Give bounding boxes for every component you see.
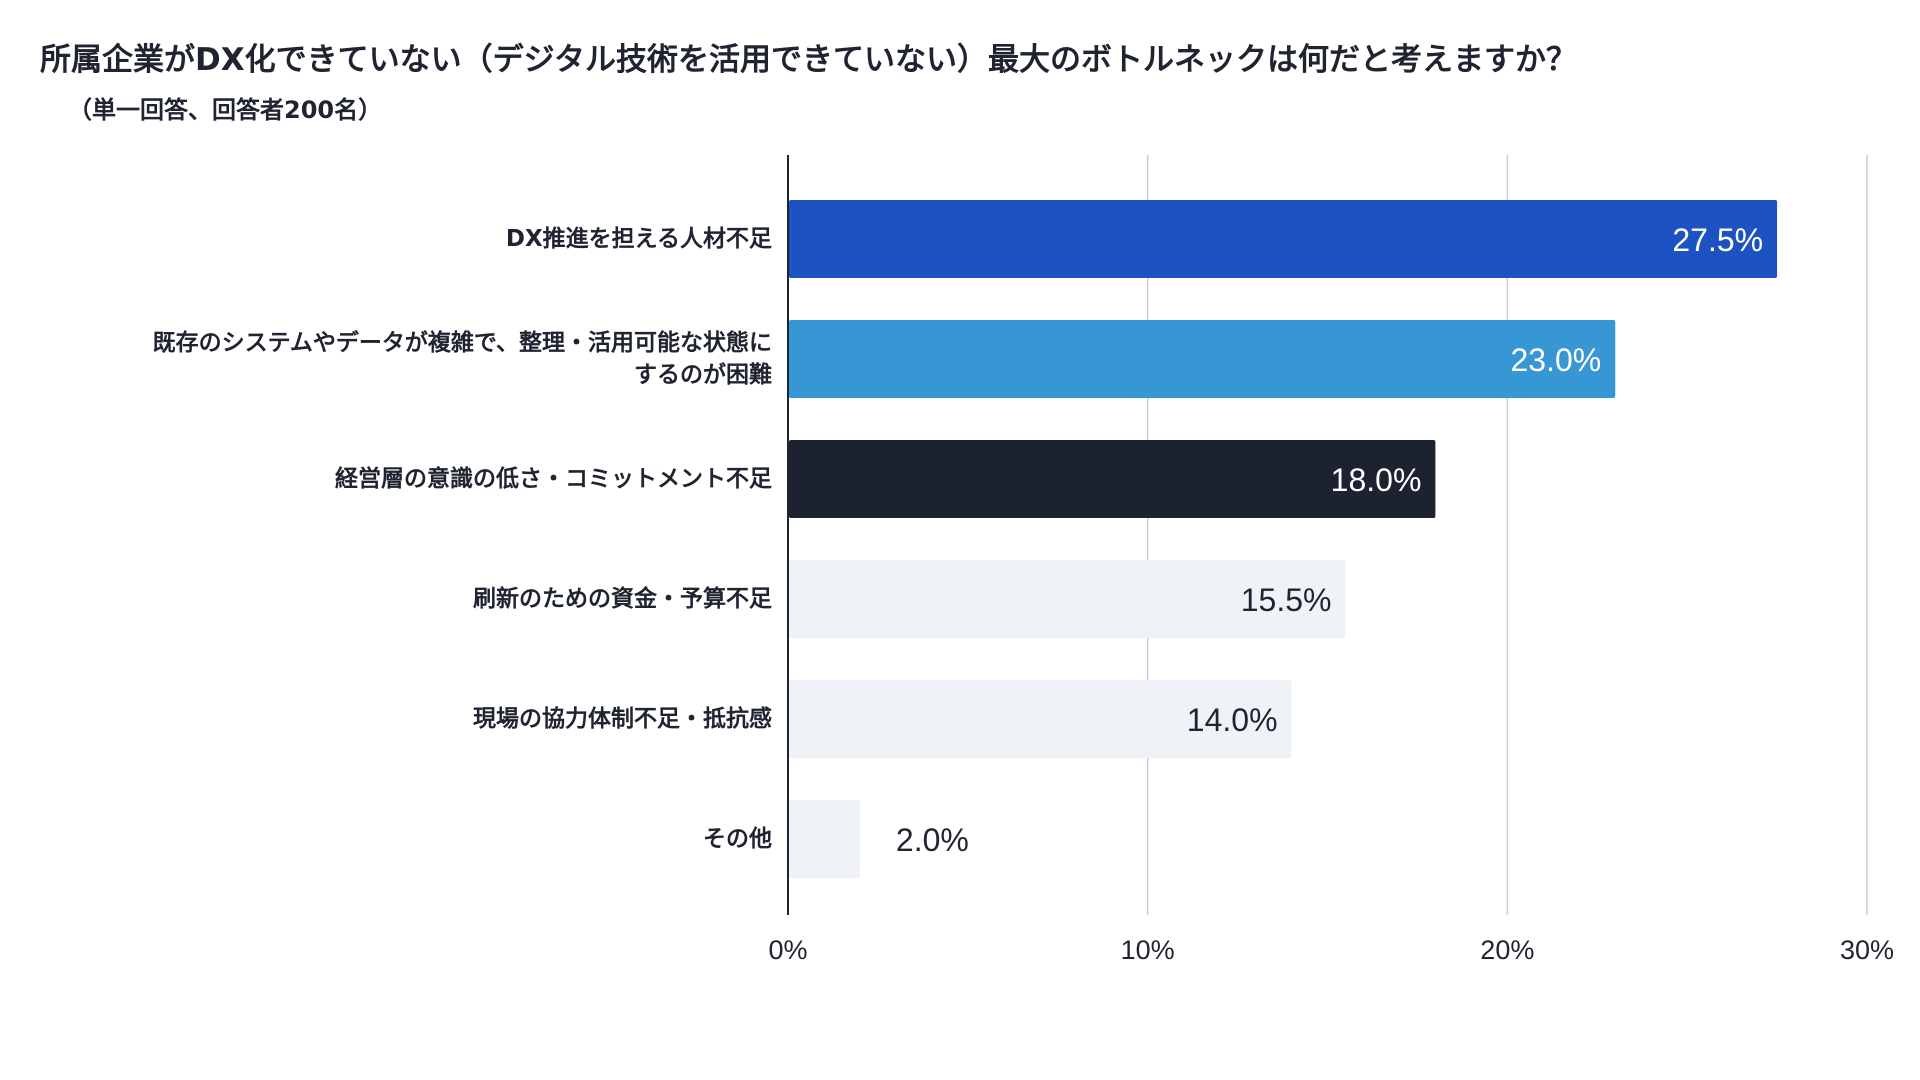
value-label-1: 23.0% (1510, 342, 1601, 378)
chart-title: 所属企業がDX化できていない（デジタル技術を活用できていない）最大のボトルネック… (40, 42, 1578, 78)
category-label-0: DX推進を担える人材不足 (506, 226, 772, 252)
value-label-4: 14.0% (1187, 702, 1278, 738)
value-label-5: 2.0% (896, 822, 969, 858)
category-label-1: 既存のシステムやデータが複雑で、整理・活用可能な状態にするのが困難 (153, 329, 772, 388)
bar-4 (789, 680, 1292, 758)
value-label-2: 18.0% (1331, 462, 1422, 498)
x-tick-label-2: 20% (1480, 935, 1534, 965)
bar-2 (789, 440, 1436, 518)
category-label-line: 現場の協力体制不足・抵抗感 (473, 705, 772, 732)
category-label-line: 既存のシステムやデータが複雑で、整理・活用可能な状態に (153, 329, 772, 356)
x-tick-label-1: 10% (1121, 935, 1175, 965)
value-label-3: 15.5% (1241, 582, 1332, 618)
category-label-3: 刷新のための資金・予算不足 (473, 585, 772, 612)
bar-5 (789, 800, 860, 878)
category-label-line: その他 (703, 826, 772, 852)
category-label-4: 現場の協力体制不足・抵抗感 (473, 705, 772, 732)
category-label-line: 経営層の意識の低さ・コミットメント不足 (335, 465, 772, 492)
value-label-0: 27.5% (1672, 222, 1763, 258)
category-label-2: 経営層の意識の低さ・コミットメント不足 (335, 465, 772, 492)
x-tick-label-3: 30% (1840, 935, 1894, 965)
chart-subtitle: （単一回答、回答者200名） (68, 96, 383, 124)
x-tick-label-0: 0% (768, 935, 807, 965)
bar-0 (789, 200, 1778, 278)
category-label-line: 刷新のための資金・予算不足 (473, 585, 772, 612)
category-label-line: DX推進を担える人材不足 (506, 226, 772, 252)
category-label-line: するのが困難 (634, 361, 772, 388)
category-label-5: その他 (703, 826, 772, 852)
bar-3 (789, 560, 1346, 638)
bar-1 (789, 320, 1616, 398)
